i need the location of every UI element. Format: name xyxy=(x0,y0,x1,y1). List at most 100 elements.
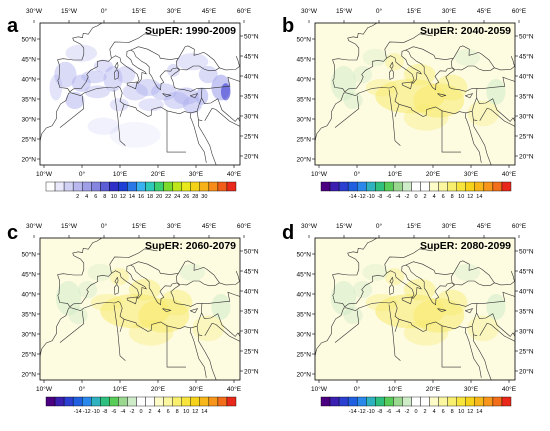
top-lon-label: 45°E xyxy=(202,7,217,15)
shaded-cell xyxy=(176,53,209,71)
coastline xyxy=(237,332,240,337)
right-lat-label: 35°N xyxy=(519,307,534,315)
coastline xyxy=(476,291,515,304)
colorbar-label: 14 xyxy=(201,409,207,415)
right-lat-label: 45°N xyxy=(519,267,534,275)
right-lat-label: 50°N xyxy=(244,32,259,40)
coastline xyxy=(510,55,515,67)
colorbar: -14 -12 -10 -8 -6 -4 -2 0 2 4 6 8 10 12 14 xyxy=(320,181,512,200)
coastline xyxy=(166,325,186,368)
right-lat-label: 30°N xyxy=(244,112,259,120)
colorbar-label: 8 xyxy=(176,409,179,415)
colorbar-label: 12 xyxy=(467,194,473,200)
top-lon-label: 60°E xyxy=(237,7,252,15)
coastline xyxy=(166,110,186,153)
coastline xyxy=(437,308,447,312)
colorbar-label: 0 xyxy=(139,409,142,415)
colorbar-swatch xyxy=(501,396,512,407)
right-lat-label: 45°N xyxy=(244,52,259,60)
colorbar-swatch xyxy=(429,396,439,407)
coastline xyxy=(190,308,199,314)
coastline xyxy=(162,308,172,312)
colorbar-swatch xyxy=(127,396,137,407)
colorbar-label: 8 xyxy=(451,409,454,415)
shaded-cell xyxy=(128,319,174,346)
shaded-cell xyxy=(84,85,110,99)
coastlines xyxy=(315,23,515,165)
coastline xyxy=(476,97,514,122)
coastline xyxy=(388,69,395,80)
shaded-cell xyxy=(403,63,436,86)
shaded-cell xyxy=(122,83,148,101)
coastline xyxy=(126,81,138,90)
shaded-cell xyxy=(467,315,500,342)
bottom-lon-label: 30°E xyxy=(464,170,479,178)
right-lat-label: 40°N xyxy=(244,72,259,80)
coastline xyxy=(201,291,240,304)
colorbar-label: -8 xyxy=(102,409,107,415)
colorbar-swatch xyxy=(474,181,485,192)
left-lat-label: 40°N xyxy=(21,75,36,83)
shaded-cell xyxy=(49,74,63,101)
colorbar-label: -4 xyxy=(120,409,125,415)
coastline xyxy=(130,261,179,275)
colorbar-swatch xyxy=(145,396,155,407)
coastline xyxy=(126,296,138,305)
bottom-lon-label: 40°E xyxy=(227,170,242,178)
right-lat-label: 40°N xyxy=(519,72,534,80)
colorbar-swatch xyxy=(384,181,394,192)
left-lat-label: 35°N xyxy=(21,310,36,318)
colorbar-label: 4 xyxy=(158,409,161,415)
bottom-lon-label: 0° xyxy=(354,385,361,393)
left-lat-label: 25°N xyxy=(21,135,36,143)
colorbar-label: 24 xyxy=(174,194,180,200)
right-lat-label: 25°N xyxy=(244,347,259,355)
colorbar-swatch xyxy=(492,181,503,192)
colorbar-swatch xyxy=(54,396,65,407)
colorbar-label: -4 xyxy=(395,194,400,200)
coastlines xyxy=(315,238,515,380)
colorbar-swatch xyxy=(163,181,173,192)
shaded-field xyxy=(330,263,506,346)
right-lat-label: 30°N xyxy=(519,327,534,335)
colorbar-swatch xyxy=(402,181,412,192)
top-lon-label: 60°E xyxy=(512,222,527,230)
panel-letter: b xyxy=(282,15,295,37)
colorbar-swatch xyxy=(447,396,457,407)
coastline xyxy=(57,23,103,61)
coastline xyxy=(204,107,240,127)
coastline xyxy=(235,270,240,282)
right-lat-label: 25°N xyxy=(244,132,259,140)
shaded-cell xyxy=(138,98,164,112)
colorbar-swatch xyxy=(154,396,164,407)
right-lat-label: 30°N xyxy=(244,327,259,335)
coastline xyxy=(113,304,126,361)
colorbar-label: 14 xyxy=(476,409,482,415)
top-lon-label: 30°E xyxy=(442,222,457,230)
shaded-cell xyxy=(166,63,180,77)
coastline xyxy=(441,325,461,368)
colorbar-label: -10 xyxy=(367,409,375,415)
bottom-lon-label: 40°E xyxy=(502,385,517,393)
colorbar-swatch xyxy=(366,181,376,192)
bottom-lon-label: 20°E xyxy=(151,385,166,393)
colorbar-swatch xyxy=(72,396,83,407)
coastline xyxy=(464,112,482,163)
shaded-cell xyxy=(93,59,114,73)
colorbar-label: 6 xyxy=(442,409,445,415)
map-frame xyxy=(39,22,241,166)
shaded-cell xyxy=(330,66,357,101)
coastline xyxy=(175,260,220,287)
coastline xyxy=(401,81,413,90)
colorbar-swatch xyxy=(208,181,219,192)
right-lat-label: 45°N xyxy=(519,52,534,60)
colorbar-swatch xyxy=(347,181,358,192)
shaded-cell xyxy=(128,278,161,301)
map-frame xyxy=(314,237,516,381)
colorbar-swatch xyxy=(402,396,412,407)
colorbar-swatch xyxy=(447,181,457,192)
map-frame xyxy=(314,22,516,166)
